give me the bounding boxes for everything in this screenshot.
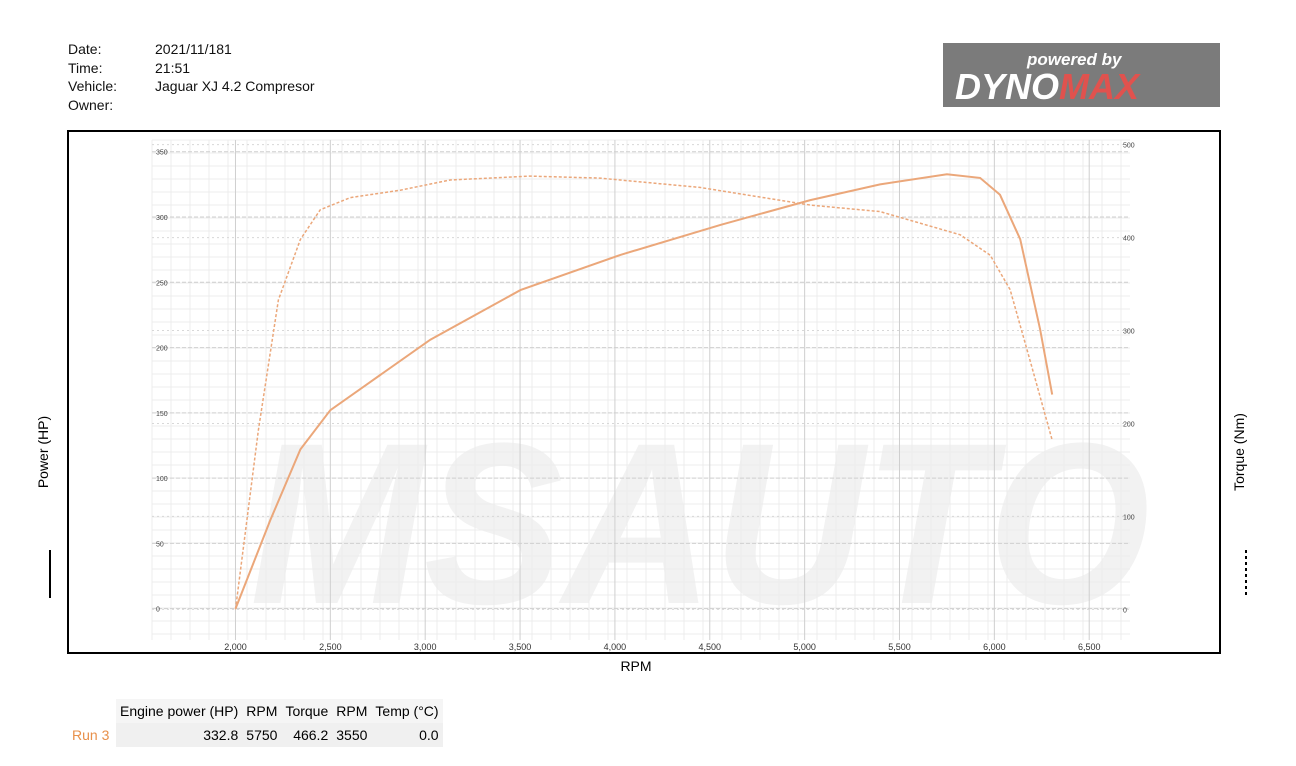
cell: 332.8 [116,723,243,747]
column-header: Temp (°C) [371,699,443,723]
x-tick-label: 5,500 [888,642,911,652]
results-table: Engine power (HP) RPM Torque RPM Temp (°C) Ru… [68,699,443,747]
field-value: Jaguar XJ 4.2 Compresor [155,78,315,94]
x-tick-label: 6,000 [983,642,1006,652]
logo-brand-1: DYNO [955,66,1059,107]
column-header: Torque [281,699,333,723]
y2-tick-label: 100 [1123,514,1135,521]
field-value: 2021/11/181 [155,41,232,57]
x-tick-label: 3,500 [509,642,532,652]
cell: 0.0 [371,723,443,747]
cell: 3550 [332,723,372,747]
x-tick-label: 6,500 [1078,642,1101,652]
field-label: Time: [68,59,103,76]
x-tick-label: 4,000 [604,642,627,652]
column-header: Engine power (HP) [116,699,243,723]
blank-cell [68,699,116,723]
field-value: 21:51 [155,59,191,76]
header-row: Owner: [68,97,315,116]
cell: 5750 [242,723,282,747]
field-label: Owner: [68,96,114,113]
cell: 466.2 [281,723,333,747]
y-tick-label: 150 [156,411,168,418]
field-label: Date: [68,41,102,57]
x-tick-label: 3,000 [414,642,437,652]
header-row: Time: 21:51 [68,60,315,79]
y-tick-label: 200 [156,346,168,353]
x-tick-label: 5,000 [793,642,816,652]
y2-tick-label: 200 [1123,421,1135,428]
series-line [234,175,1053,610]
y2-tick-label: 300 [1123,329,1135,336]
series-line [234,173,1054,610]
logo-brand: DYNOMAX [955,66,1141,107]
watermark: MSAUTO [250,395,1150,652]
run-label: Run 3 [68,723,116,747]
x-axis-label: RPM [620,658,651,674]
header: Date: 2021/11/181 Time: 21:51 Vehicle: Jaguar… [68,41,315,115]
field-label: Vehicle: [68,78,118,94]
column-header: RPM [332,699,372,723]
data-row: Run 3 332.8 5750 466.2 3550 0.0 [68,723,443,747]
y-tick-label: 350 [156,150,168,157]
x-tick-label: 4,500 [699,642,722,652]
y2-axis-label: Torque (Nm) [1231,413,1247,491]
y-tick-label: 100 [156,476,168,483]
y-tick-label: 0 [156,607,160,614]
logo-box [943,43,1220,107]
header-row: Vehicle: Jaguar XJ 4.2 Compresor [68,78,315,97]
y-tick-label: 250 [156,280,168,287]
y2-tick-label: 0 [1123,607,1127,614]
x-tick-label: 2,500 [319,642,342,652]
logo-tagline: powered by [1026,50,1123,69]
y-tick-label: 50 [156,541,164,548]
y-tick-label: 300 [156,215,168,222]
header-row: Engine power (HP) RPM Torque RPM Temp (°C) [68,699,443,723]
plot-frame [67,130,1221,654]
y2-tick-label: 400 [1123,236,1135,243]
logo-brand-2: MAX [1059,66,1141,107]
x-tick-label: 2,000 [224,642,247,652]
y-axis-label: Power (HP) [35,416,51,488]
header-row: Date: 2021/11/181 [68,41,315,60]
column-header: RPM [242,699,282,723]
y2-tick-label: 500 [1123,143,1135,150]
